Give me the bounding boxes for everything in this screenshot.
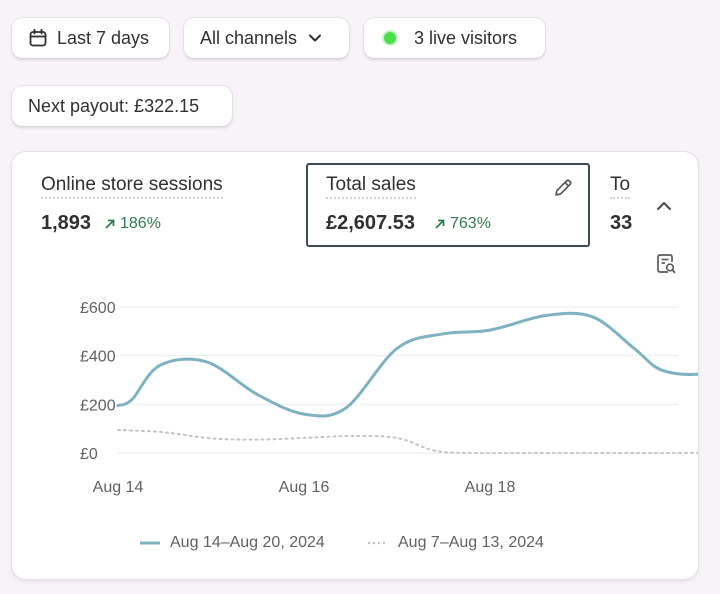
analytics-card: Online store sessions 1,893 186% Total s… xyxy=(12,152,698,579)
legend-swatch-solid xyxy=(140,541,160,545)
legend-swatch-dotted xyxy=(368,541,388,545)
metric-tab-third[interactable]: To 33 xyxy=(610,164,650,246)
y-tick-label: £200 xyxy=(80,397,116,414)
next-payout-label: Next payout: £322.15 xyxy=(28,95,200,116)
sales-line-chart: £0 £200 £400 £600 Aug 14 Aug 16 Aug 18 xyxy=(80,300,698,496)
report-search-icon[interactable] xyxy=(654,252,678,276)
metric-value: £2,607.53 xyxy=(326,212,415,234)
metric-title: Total sales xyxy=(326,174,416,199)
legend-item-current[interactable]: Aug 14–Aug 20, 2024 xyxy=(140,534,325,552)
live-visitors-button[interactable]: 3 live visitors xyxy=(364,18,545,58)
legend-label: Aug 7–Aug 13, 2024 xyxy=(398,534,544,551)
pencil-icon[interactable] xyxy=(552,177,574,199)
y-tick-label: £400 xyxy=(80,349,116,366)
arrow-up-right-icon xyxy=(105,219,115,229)
live-dot-icon xyxy=(384,32,396,44)
metric-change-value: 186% xyxy=(120,215,161,232)
x-tick-label: Aug 14 xyxy=(93,479,144,496)
calendar-icon xyxy=(28,28,48,48)
metric-tab-total-sales[interactable]: Total sales £2,607.53 763% xyxy=(306,163,590,247)
date-range-filter-button[interactable]: Last 7 days xyxy=(12,18,169,58)
legend-label: Aug 14–Aug 20, 2024 xyxy=(170,534,325,551)
metric-value: 33 xyxy=(610,212,633,234)
date-range-label: Last 7 days xyxy=(57,27,150,48)
metric-change: 763% xyxy=(434,215,491,233)
legend-item-previous[interactable]: Aug 7–Aug 13, 2024 xyxy=(368,534,544,552)
y-tick-label: £600 xyxy=(80,300,116,317)
arrow-up-right-icon xyxy=(435,219,445,229)
metric-change: 186% xyxy=(104,215,161,233)
live-visitors-label: 3 live visitors xyxy=(414,27,518,48)
metric-title: To xyxy=(610,174,631,199)
channels-filter-button[interactable]: All channels xyxy=(184,18,349,58)
x-tick-label: Aug 18 xyxy=(465,479,516,496)
chevron-down-icon xyxy=(307,30,323,46)
metric-tab-sessions[interactable]: Online store sessions 1,893 186% xyxy=(12,164,302,246)
y-tick-label: £0 xyxy=(80,446,98,463)
metric-value: 1,893 xyxy=(41,212,92,234)
metric-change-value: 763% xyxy=(450,215,491,232)
series-line-previous xyxy=(117,428,698,455)
x-tick-label: Aug 16 xyxy=(279,479,330,496)
channels-label: All channels xyxy=(200,27,298,48)
metric-title: Online store sessions xyxy=(41,174,223,199)
next-payout-button[interactable]: Next payout: £322.15 xyxy=(12,86,232,126)
chevron-up-icon[interactable] xyxy=(654,196,674,216)
series-line-current xyxy=(116,311,698,418)
